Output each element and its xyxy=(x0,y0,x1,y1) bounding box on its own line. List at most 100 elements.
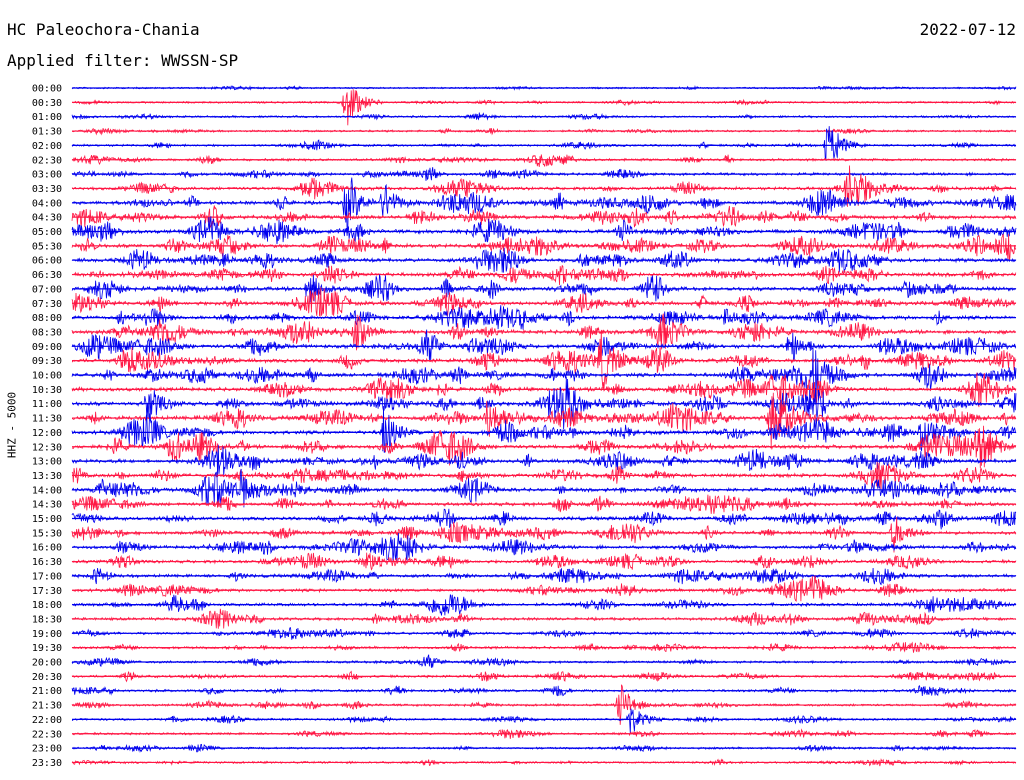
seismic-trace-row xyxy=(71,461,1017,490)
time-tick-label: 07:00 xyxy=(32,284,62,295)
time-tick-label: 23:00 xyxy=(32,744,62,755)
seismic-trace-row xyxy=(71,247,1017,273)
seismic-trace-row xyxy=(71,165,1017,207)
time-tick-label: 02:00 xyxy=(32,141,62,152)
seismic-trace-row xyxy=(71,112,1017,121)
time-tick-label: 09:00 xyxy=(32,342,62,353)
time-tick-label: 15:30 xyxy=(32,528,62,539)
time-tick-label: 21:30 xyxy=(32,701,62,712)
seismic-trace-row xyxy=(71,532,1017,563)
time-tick-label: 06:00 xyxy=(32,256,62,267)
time-tick-label: 21:00 xyxy=(32,686,62,697)
time-tick-label: 04:00 xyxy=(32,198,62,209)
date-label: 2022-07-12 xyxy=(919,20,1016,39)
seismic-trace-row xyxy=(71,127,1017,136)
time-tick-label: 10:30 xyxy=(32,385,62,396)
seismic-trace-row xyxy=(71,425,1017,469)
time-tick-label: 11:00 xyxy=(32,399,62,410)
seismic-trace-row xyxy=(71,167,1017,181)
time-tick-label: 08:00 xyxy=(32,313,62,324)
time-tick-label: 20:00 xyxy=(32,658,62,669)
seismic-trace-row xyxy=(71,274,1017,305)
time-tick-label: 10:00 xyxy=(32,371,62,382)
time-tick-label: 19:00 xyxy=(32,629,62,640)
seismic-trace-row xyxy=(71,205,1017,228)
time-tick-label: 03:00 xyxy=(32,170,62,181)
filter-label: Applied filter: WWSSN-SP xyxy=(7,51,239,70)
time-tick-label: 22:30 xyxy=(32,729,62,740)
seismic-trace-row xyxy=(71,329,1017,390)
time-tick-label: 20:30 xyxy=(32,672,62,683)
seismic-trace-row xyxy=(71,234,1017,261)
seismic-trace-row xyxy=(71,216,1017,245)
seismic-trace-row xyxy=(71,508,1017,530)
seismic-trace-row xyxy=(71,287,1017,318)
seismic-trace-row xyxy=(71,654,1017,668)
time-tick-label: 17:30 xyxy=(32,586,62,597)
time-tick-label: 05:00 xyxy=(32,227,62,238)
seismic-trace-row xyxy=(71,627,1016,640)
seismic-trace-row xyxy=(72,376,1017,430)
time-tick-label: 14:30 xyxy=(32,500,62,511)
seismic-trace-row xyxy=(71,346,1017,417)
time-tick-label: 18:00 xyxy=(32,600,62,611)
time-tick-label: 00:00 xyxy=(32,84,62,95)
seismic-trace-row xyxy=(71,329,1017,362)
seismic-trace-row xyxy=(71,405,1017,453)
time-tick-label: 05:30 xyxy=(32,241,62,252)
seismic-trace-row xyxy=(71,89,1017,126)
seismic-trace-row xyxy=(71,85,1017,91)
time-tick-label: 03:30 xyxy=(32,184,62,195)
station-title: HC Paleochora-Chania xyxy=(7,20,200,39)
seismic-trace-row xyxy=(71,444,1017,478)
seismic-trace-row xyxy=(71,685,1017,697)
seismic-trace-row xyxy=(71,641,1017,653)
time-tick-label: 13:00 xyxy=(32,457,62,468)
seismic-trace-row xyxy=(71,392,1017,448)
time-tick-label: 01:00 xyxy=(32,112,62,123)
time-tick-label: 17:00 xyxy=(32,571,62,582)
time-tick-label: 06:30 xyxy=(32,270,62,281)
time-tick-label: 07:30 xyxy=(32,299,62,310)
seismic-trace-row xyxy=(71,684,1017,725)
seismic-trace-row xyxy=(71,305,1017,330)
seismic-trace-row xyxy=(72,743,1017,753)
seismic-trace-row xyxy=(71,552,1017,571)
seismic-trace-row xyxy=(71,177,1017,234)
time-tick-label: 01:30 xyxy=(32,127,62,138)
seismic-trace-row xyxy=(71,608,1017,629)
seismic-trace-row xyxy=(71,575,1017,602)
time-tick-label: 15:00 xyxy=(32,514,62,525)
time-tick-label: 16:00 xyxy=(32,543,62,554)
time-tick-label: 22:00 xyxy=(32,715,62,726)
seismic-trace-row xyxy=(71,728,1017,739)
time-tick-label: 02:30 xyxy=(32,155,62,166)
seismic-trace-row xyxy=(71,468,1017,508)
time-tick-label: 09:30 xyxy=(32,356,62,367)
seismic-trace-row xyxy=(71,670,1017,683)
time-tick-label: 08:30 xyxy=(32,327,62,338)
time-tick-label: 00:30 xyxy=(32,98,62,109)
time-tick-label: 11:30 xyxy=(32,414,62,425)
seismic-trace-row xyxy=(71,517,1017,553)
time-tick-label: 14:00 xyxy=(32,485,62,496)
seismic-trace-row xyxy=(71,708,1017,734)
seismic-trace-row xyxy=(71,372,1017,408)
seismic-trace-row xyxy=(71,154,1017,167)
seismic-trace-row xyxy=(71,313,1017,351)
time-tick-label: 16:30 xyxy=(32,557,62,568)
time-tick-label: 12:00 xyxy=(32,428,62,439)
time-tick-label: 12:30 xyxy=(32,442,62,453)
time-tick-label: 23:30 xyxy=(32,758,62,769)
seismic-trace-row xyxy=(71,567,1017,586)
time-tick-label: 04:30 xyxy=(32,213,62,224)
time-tick-label: 18:30 xyxy=(32,614,62,625)
seismic-trace-row xyxy=(71,264,1017,286)
seismic-trace-row xyxy=(71,593,1017,616)
seismic-trace-row xyxy=(71,758,1017,767)
seismic-trace-row xyxy=(71,126,1017,161)
time-tick-label: 19:30 xyxy=(32,643,62,654)
time-tick-label: 13:30 xyxy=(32,471,62,482)
seismic-trace-row xyxy=(71,494,1017,514)
